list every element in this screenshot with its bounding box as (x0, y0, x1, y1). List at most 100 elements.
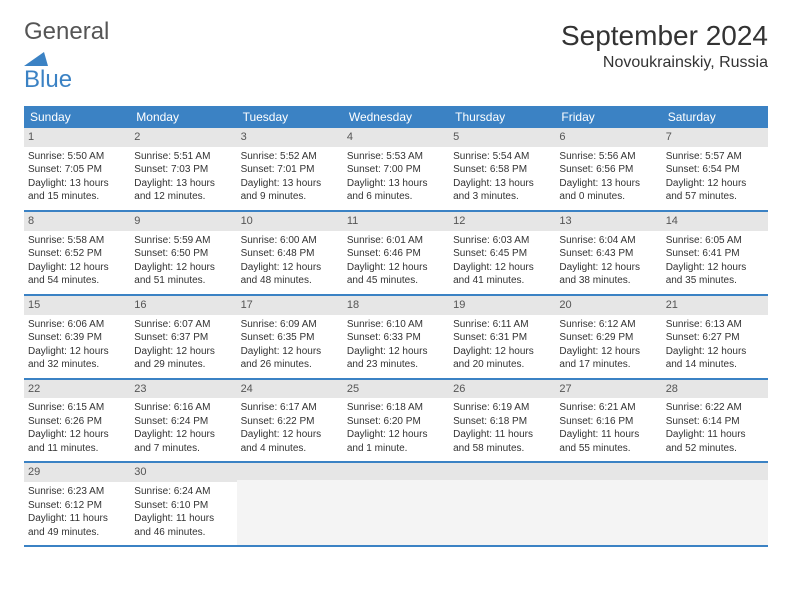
sunset-text: Sunset: 6:24 PM (134, 415, 232, 429)
empty-cell (343, 462, 449, 546)
day-cell-4: 4Sunrise: 5:53 AMSunset: 7:00 PMDaylight… (343, 128, 449, 211)
sunrise-text: Sunrise: 6:03 AM (453, 234, 551, 248)
sunset-text: Sunset: 6:10 PM (134, 499, 232, 513)
sunset-text: Sunset: 7:05 PM (28, 163, 126, 177)
day-number: 3 (237, 128, 343, 147)
sunset-text: Sunset: 6:56 PM (559, 163, 657, 177)
sunrise-text: Sunrise: 5:50 AM (28, 150, 126, 164)
daylight-text: Daylight: 11 hours and 55 minutes. (559, 428, 657, 455)
day-cell-2: 2Sunrise: 5:51 AMSunset: 7:03 PMDaylight… (130, 128, 236, 211)
daylight-text: Daylight: 12 hours and 14 minutes. (666, 345, 764, 372)
empty-daynum-bar (449, 463, 555, 480)
day-number: 11 (343, 212, 449, 231)
sunset-text: Sunset: 6:33 PM (347, 331, 445, 345)
day-header-tuesday: Tuesday (237, 106, 343, 128)
sunset-text: Sunset: 6:45 PM (453, 247, 551, 261)
daylight-text: Daylight: 12 hours and 48 minutes. (241, 261, 339, 288)
daylight-text: Daylight: 12 hours and 41 minutes. (453, 261, 551, 288)
sunrise-text: Sunrise: 6:18 AM (347, 401, 445, 415)
sunrise-text: Sunrise: 6:21 AM (559, 401, 657, 415)
sunrise-text: Sunrise: 6:05 AM (666, 234, 764, 248)
empty-cell (449, 462, 555, 546)
day-number: 6 (555, 128, 661, 147)
logo-text-gray: General (24, 20, 109, 44)
sunrise-text: Sunrise: 6:11 AM (453, 318, 551, 332)
sunrise-text: Sunrise: 6:09 AM (241, 318, 339, 332)
sunrise-text: Sunrise: 6:07 AM (134, 318, 232, 332)
day-header-monday: Monday (130, 106, 236, 128)
empty-cell (237, 462, 343, 546)
sunset-text: Sunset: 6:48 PM (241, 247, 339, 261)
sunset-text: Sunset: 6:14 PM (666, 415, 764, 429)
empty-cell (662, 462, 768, 546)
sunset-text: Sunset: 7:03 PM (134, 163, 232, 177)
daylight-text: Daylight: 11 hours and 58 minutes. (453, 428, 551, 455)
location-text: Novoukrainskiy, Russia (561, 54, 768, 72)
month-title: September 2024 (561, 20, 768, 52)
daylight-text: Daylight: 12 hours and 57 minutes. (666, 177, 764, 204)
day-number: 29 (24, 463, 130, 482)
sunset-text: Sunset: 6:26 PM (28, 415, 126, 429)
sunrise-text: Sunrise: 6:19 AM (453, 401, 551, 415)
logo: General Blue (24, 20, 134, 92)
week-row: 15Sunrise: 6:06 AMSunset: 6:39 PMDayligh… (24, 295, 768, 379)
sunset-text: Sunset: 6:16 PM (559, 415, 657, 429)
daylight-text: Daylight: 13 hours and 3 minutes. (453, 177, 551, 204)
empty-daynum-bar (555, 463, 661, 480)
sunrise-text: Sunrise: 5:58 AM (28, 234, 126, 248)
day-header-sunday: Sunday (24, 106, 130, 128)
sunset-text: Sunset: 6:46 PM (347, 247, 445, 261)
day-number: 16 (130, 296, 236, 315)
daylight-text: Daylight: 11 hours and 52 minutes. (666, 428, 764, 455)
sunrise-text: Sunrise: 6:13 AM (666, 318, 764, 332)
sunset-text: Sunset: 6:35 PM (241, 331, 339, 345)
sunset-text: Sunset: 6:50 PM (134, 247, 232, 261)
day-cell-10: 10Sunrise: 6:00 AMSunset: 6:48 PMDayligh… (237, 211, 343, 295)
day-number: 26 (449, 380, 555, 399)
empty-daynum-bar (237, 463, 343, 480)
logo-text-blue: Blue (24, 68, 72, 92)
day-cell-17: 17Sunrise: 6:09 AMSunset: 6:35 PMDayligh… (237, 295, 343, 379)
day-cell-25: 25Sunrise: 6:18 AMSunset: 6:20 PMDayligh… (343, 379, 449, 463)
day-number: 1 (24, 128, 130, 147)
day-cell-14: 14Sunrise: 6:05 AMSunset: 6:41 PMDayligh… (662, 211, 768, 295)
daylight-text: Daylight: 12 hours and 29 minutes. (134, 345, 232, 372)
daylight-text: Daylight: 11 hours and 46 minutes. (134, 512, 232, 539)
day-number: 30 (130, 463, 236, 482)
daylight-text: Daylight: 12 hours and 23 minutes. (347, 345, 445, 372)
day-cell-23: 23Sunrise: 6:16 AMSunset: 6:24 PMDayligh… (130, 379, 236, 463)
sunrise-text: Sunrise: 6:15 AM (28, 401, 126, 415)
daylight-text: Daylight: 13 hours and 6 minutes. (347, 177, 445, 204)
sunset-text: Sunset: 7:00 PM (347, 163, 445, 177)
day-cell-5: 5Sunrise: 5:54 AMSunset: 6:58 PMDaylight… (449, 128, 555, 211)
daylight-text: Daylight: 12 hours and 54 minutes. (28, 261, 126, 288)
day-number: 18 (343, 296, 449, 315)
daylight-text: Daylight: 12 hours and 51 minutes. (134, 261, 232, 288)
day-number: 12 (449, 212, 555, 231)
day-number: 25 (343, 380, 449, 399)
sunrise-text: Sunrise: 5:54 AM (453, 150, 551, 164)
day-cell-22: 22Sunrise: 6:15 AMSunset: 6:26 PMDayligh… (24, 379, 130, 463)
daylight-text: Daylight: 12 hours and 38 minutes. (559, 261, 657, 288)
day-cell-15: 15Sunrise: 6:06 AMSunset: 6:39 PMDayligh… (24, 295, 130, 379)
day-cell-8: 8 Sunrise: 5:58 AMSunset: 6:52 PMDaylight… (24, 211, 130, 295)
sunrise-text: Sunrise: 6:00 AM (241, 234, 339, 248)
daylight-text: Daylight: 12 hours and 1 minute. (347, 428, 445, 455)
sunset-text: Sunset: 6:41 PM (666, 247, 764, 261)
daylight-text: Daylight: 12 hours and 45 minutes. (347, 261, 445, 288)
day-number: 9 (130, 212, 236, 231)
day-number: 4 (343, 128, 449, 147)
sunset-text: Sunset: 6:52 PM (28, 247, 126, 261)
logo-triangle-icon (24, 48, 48, 66)
day-number: 23 (130, 380, 236, 399)
daylight-text: Daylight: 12 hours and 17 minutes. (559, 345, 657, 372)
sunrise-text: Sunrise: 6:24 AM (134, 485, 232, 499)
daylight-text: Daylight: 13 hours and 15 minutes. (28, 177, 126, 204)
empty-daynum-bar (343, 463, 449, 480)
daylight-text: Daylight: 11 hours and 49 minutes. (28, 512, 126, 539)
day-number: 8 (24, 212, 130, 231)
empty-daynum-bar (662, 463, 768, 480)
day-number: 24 (237, 380, 343, 399)
sunrise-text: Sunrise: 5:52 AM (241, 150, 339, 164)
day-number: 7 (662, 128, 768, 147)
